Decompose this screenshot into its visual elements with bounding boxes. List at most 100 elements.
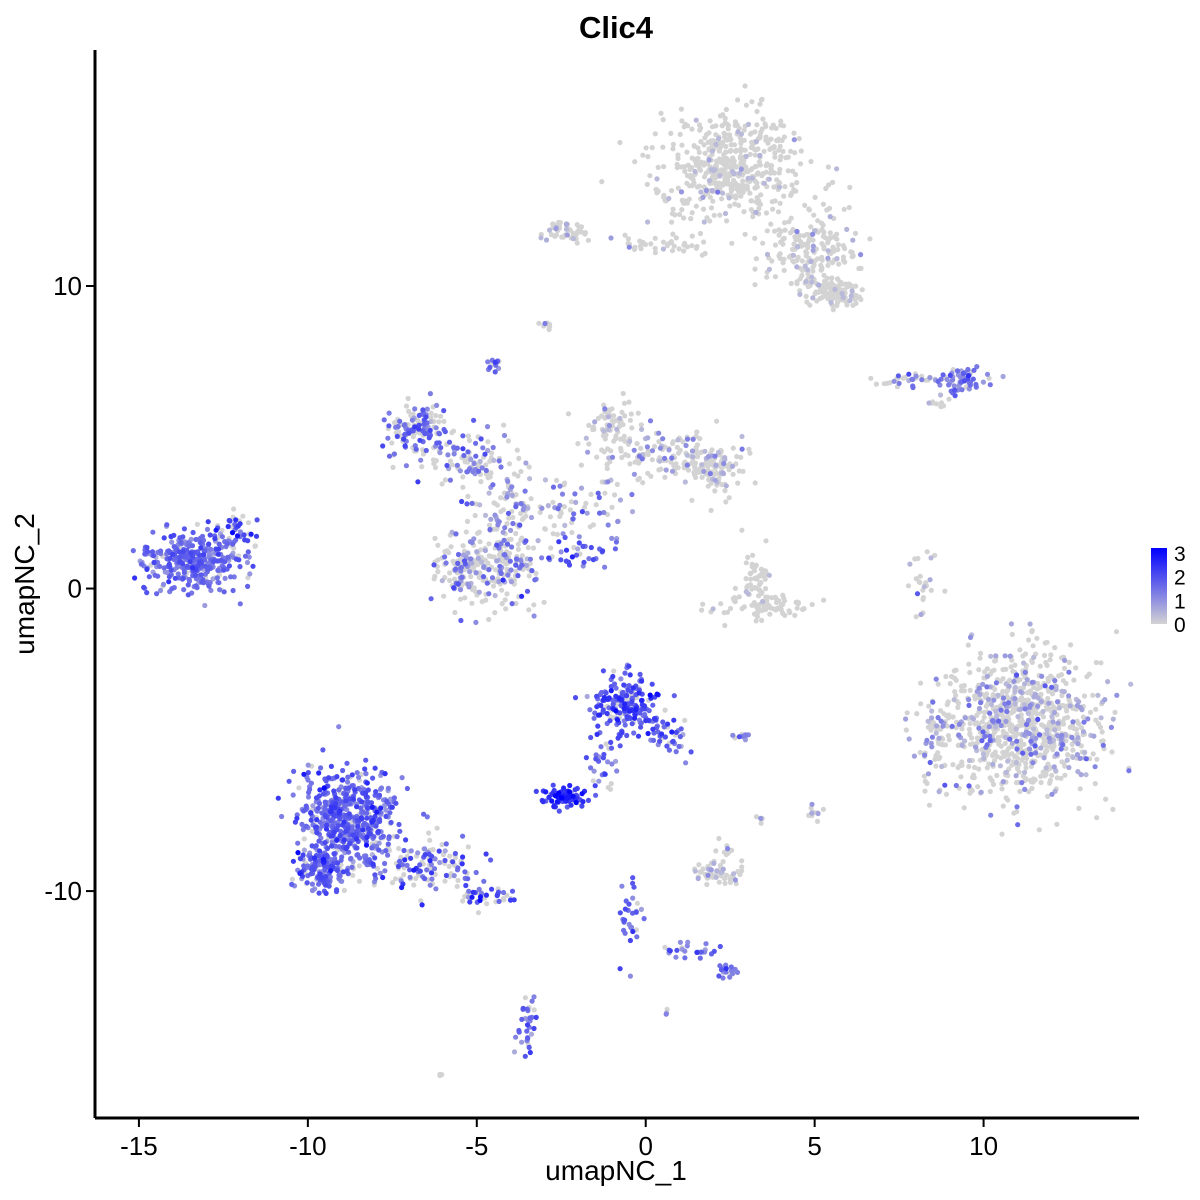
cell-point [383,807,389,813]
cell-point [297,870,303,877]
cell-point [933,676,939,682]
cell-point [760,240,766,246]
cell-point [670,141,677,147]
cell-point [420,451,427,457]
cell-point [917,579,923,586]
cell-point [503,606,509,612]
cell-point [386,453,393,459]
cell-point [181,587,187,593]
cell-point [675,152,681,158]
cell-point [717,862,724,869]
cell-point [175,571,181,577]
cell-point [468,456,474,462]
cell-point [462,869,468,875]
cell-point [776,170,782,176]
cell-point [555,506,561,512]
cell-point [676,246,682,252]
cell-point [1068,642,1074,648]
cell-point [928,587,934,593]
cell-point [699,474,705,480]
cell-point [674,161,680,168]
cell-point [451,873,457,879]
cell-point [586,422,592,428]
cell-point [304,880,310,886]
cell-point [1042,749,1049,755]
cell-point [959,759,965,765]
cell-point [987,710,993,716]
cell-point [747,450,753,456]
cell-point [972,721,978,727]
cell-point [1058,775,1064,781]
cell-point [614,768,620,774]
cell-point [895,373,902,379]
cell-point [825,296,831,302]
cell-point [757,201,764,207]
cell-point [777,255,783,261]
cell-point [812,194,818,200]
cell-point [834,231,840,237]
cell-point [1009,631,1015,638]
cell-point [1065,714,1071,720]
cell-point [145,549,151,555]
cell-point [254,517,260,523]
cell-point [295,840,301,846]
cell-point [649,457,655,463]
cell-point [627,417,634,423]
cell-point [531,1007,537,1013]
cell-point [828,290,834,296]
cell-point [529,998,535,1004]
cell-point [185,582,191,588]
cell-point [484,901,490,907]
cell-point [486,490,492,496]
cell-point [460,433,466,439]
cell-point [645,435,651,441]
cell-point [752,152,758,158]
cell-point [708,480,714,486]
cell-point [386,834,392,840]
cell-point [791,137,797,143]
cell-point [684,452,690,458]
cell-point [625,687,631,693]
cell-point [807,302,813,308]
cell-point [772,594,778,600]
cell-point [602,564,608,570]
cell-point [738,146,744,152]
cell-point [498,541,504,547]
cell-point [708,867,714,873]
cell-point [708,205,715,211]
cell-point [166,561,172,567]
cell-point [216,541,222,547]
cell-point [713,874,719,880]
cell-point [611,419,617,425]
cell-point [588,765,594,771]
cell-point [368,800,375,806]
cell-point [802,263,808,269]
cell-point [723,966,729,972]
cell-point [428,415,434,421]
cell-point [231,506,237,512]
cell-point [508,567,514,573]
cell-point [546,227,553,233]
cell-point [1062,732,1069,739]
cell-point [177,554,183,560]
cell-point [341,837,347,843]
cell-point [978,650,984,656]
cell-point [513,556,520,562]
cell-point [961,805,967,811]
cell-point [938,404,944,410]
cell-point [431,866,438,872]
cell-point [509,544,515,550]
cell-point [580,543,586,550]
cell-point [859,287,865,293]
cell-point [1012,753,1018,760]
cell-point [202,563,208,569]
cell-point [649,448,656,454]
x-tick-label: -15 [120,1131,158,1161]
cell-point [321,785,327,791]
cell-point [253,533,260,539]
cell-point [334,837,340,843]
cell-point [794,599,800,605]
cell-point [286,778,292,784]
cell-point [993,653,999,659]
